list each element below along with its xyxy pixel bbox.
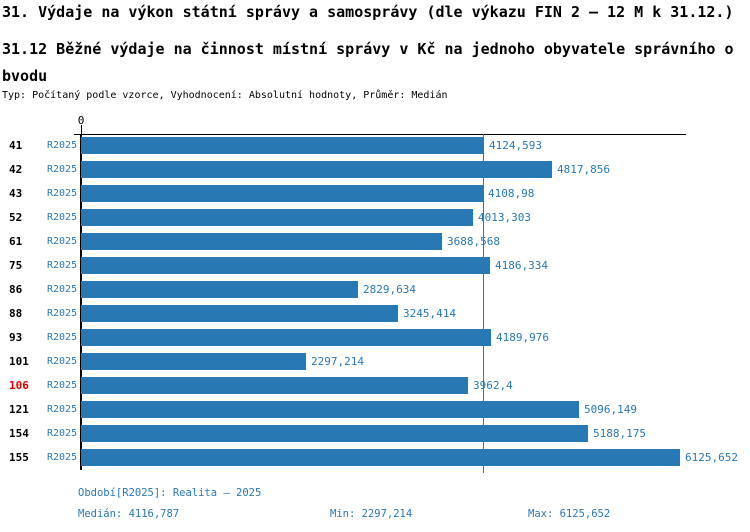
bar-value-label: 2829,634 — [363, 283, 416, 296]
footer-min: Min: 2297,214 — [330, 508, 413, 520]
row-code: 106 — [9, 379, 29, 392]
bar — [81, 305, 398, 322]
footer-period: Období[R2025]: Realita – 2025 — [78, 487, 262, 499]
row-code: 101 — [9, 355, 29, 368]
bar-value-label: 4013,303 — [478, 211, 531, 224]
row-code: 154 — [9, 427, 29, 440]
chart-row: 93 R2025 4189,976 — [0, 329, 750, 346]
chart-row: 101 R2025 2297,214 — [0, 353, 750, 370]
row-code: 52 — [9, 211, 23, 224]
bar — [81, 233, 442, 250]
bar — [81, 353, 306, 370]
bar-value-label: 3245,414 — [403, 307, 456, 320]
row-series-label: R2025 — [47, 308, 78, 319]
chart-row: 75 R2025 4186,334 — [0, 257, 750, 274]
bar — [81, 329, 491, 346]
row-series-label: R2025 — [47, 188, 78, 199]
row-series-label: R2025 — [47, 140, 78, 151]
row-series-label: R2025 — [47, 284, 78, 295]
bar-value-label: 4186,334 — [495, 259, 548, 272]
row-code: 43 — [9, 187, 23, 200]
bar-value-label: 5188,175 — [593, 427, 646, 440]
bar — [81, 209, 473, 226]
bar-value-label: 5096,149 — [584, 403, 637, 416]
chart-row: 121 R2025 5096,149 — [0, 401, 750, 418]
row-series-label: R2025 — [47, 236, 78, 247]
y-axis-line — [80, 134, 82, 470]
row-code: 88 — [9, 307, 23, 320]
bar-value-label: 4189,976 — [496, 331, 549, 344]
axis-zero-label: 0 — [77, 114, 85, 127]
chart-row: 43 R2025 4108,98 — [0, 185, 750, 202]
chart-row: 88 R2025 3245,414 — [0, 305, 750, 322]
chart-row: 52 R2025 4013,303 — [0, 209, 750, 226]
chart-row: 61 R2025 3688,568 — [0, 233, 750, 250]
page-title: 31. Výdaje na výkon státní správy a samo… — [2, 3, 734, 21]
row-code: 86 — [9, 283, 23, 296]
bar — [81, 425, 588, 442]
bar — [81, 185, 483, 202]
bar-value-label: 4817,856 — [557, 163, 610, 176]
row-code: 75 — [9, 259, 23, 272]
bar-value-label: 2297,214 — [311, 355, 364, 368]
row-series-label: R2025 — [47, 428, 78, 439]
row-code: 93 — [9, 331, 23, 344]
bar — [81, 257, 490, 274]
page-subtitle: 31.12 Běžné výdaje na činnost místní spr… — [2, 40, 734, 85]
bar-value-label: 4124,593 — [489, 139, 542, 152]
row-series-label: R2025 — [47, 404, 78, 415]
bar-value-label: 6125,652 — [685, 451, 738, 464]
bar — [81, 449, 680, 466]
bar — [81, 401, 579, 418]
bar — [81, 281, 358, 298]
bar-value-label: 3962,4 — [473, 379, 513, 392]
row-code: 155 — [9, 451, 29, 464]
chart-row: 86 R2025 2829,634 — [0, 281, 750, 298]
row-series-label: R2025 — [47, 212, 78, 223]
bar-value-label: 4108,98 — [488, 187, 535, 200]
bar — [81, 377, 468, 394]
footer-max: Max: 6125,652 — [528, 508, 611, 520]
chart-row: 154 R2025 5188,175 — [0, 425, 750, 442]
row-series-label: R2025 — [47, 332, 78, 343]
row-code: 41 — [9, 139, 23, 152]
row-series-label: R2025 — [47, 164, 78, 175]
chart-row: 41 R2025 4124,593 — [0, 137, 750, 154]
chart-row: 42 R2025 4817,856 — [0, 161, 750, 178]
row-code: 61 — [9, 235, 23, 248]
chart-row: 155 R2025 6125,652 — [0, 449, 750, 466]
row-series-label: R2025 — [47, 380, 78, 391]
bar-value-label: 3688,568 — [447, 235, 500, 248]
chart-row: 106 R2025 3962,4 — [0, 377, 750, 394]
axis-zero-tick — [81, 125, 82, 134]
bar — [81, 161, 552, 178]
median-line — [483, 134, 484, 473]
chart-meta: Typ: Počítaný podle vzorce, Vyhodnocení:… — [2, 90, 448, 101]
bar — [81, 137, 484, 154]
x-axis-line — [74, 134, 686, 135]
row-series-label: R2025 — [47, 452, 78, 463]
row-series-label: R2025 — [47, 260, 78, 271]
row-code: 121 — [9, 403, 29, 416]
row-code: 42 — [9, 163, 23, 176]
footer-median: Medián: 4116,787 — [78, 508, 180, 520]
row-series-label: R2025 — [47, 356, 78, 367]
